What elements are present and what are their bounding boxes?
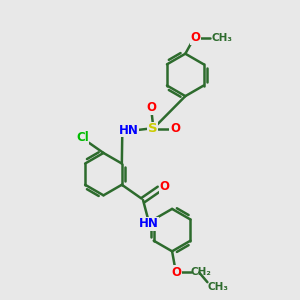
Text: O: O (170, 122, 180, 135)
Text: HN: HN (138, 217, 158, 230)
Text: CH₃: CH₃ (212, 32, 233, 43)
Text: O: O (190, 31, 201, 44)
Text: HN: HN (119, 124, 139, 137)
Text: O: O (172, 266, 182, 279)
Text: CH₃: CH₃ (208, 282, 229, 292)
Text: O: O (160, 180, 170, 193)
Text: CH₂: CH₂ (190, 268, 212, 278)
Text: O: O (146, 101, 157, 114)
Text: S: S (148, 122, 158, 135)
Text: Cl: Cl (76, 131, 89, 144)
